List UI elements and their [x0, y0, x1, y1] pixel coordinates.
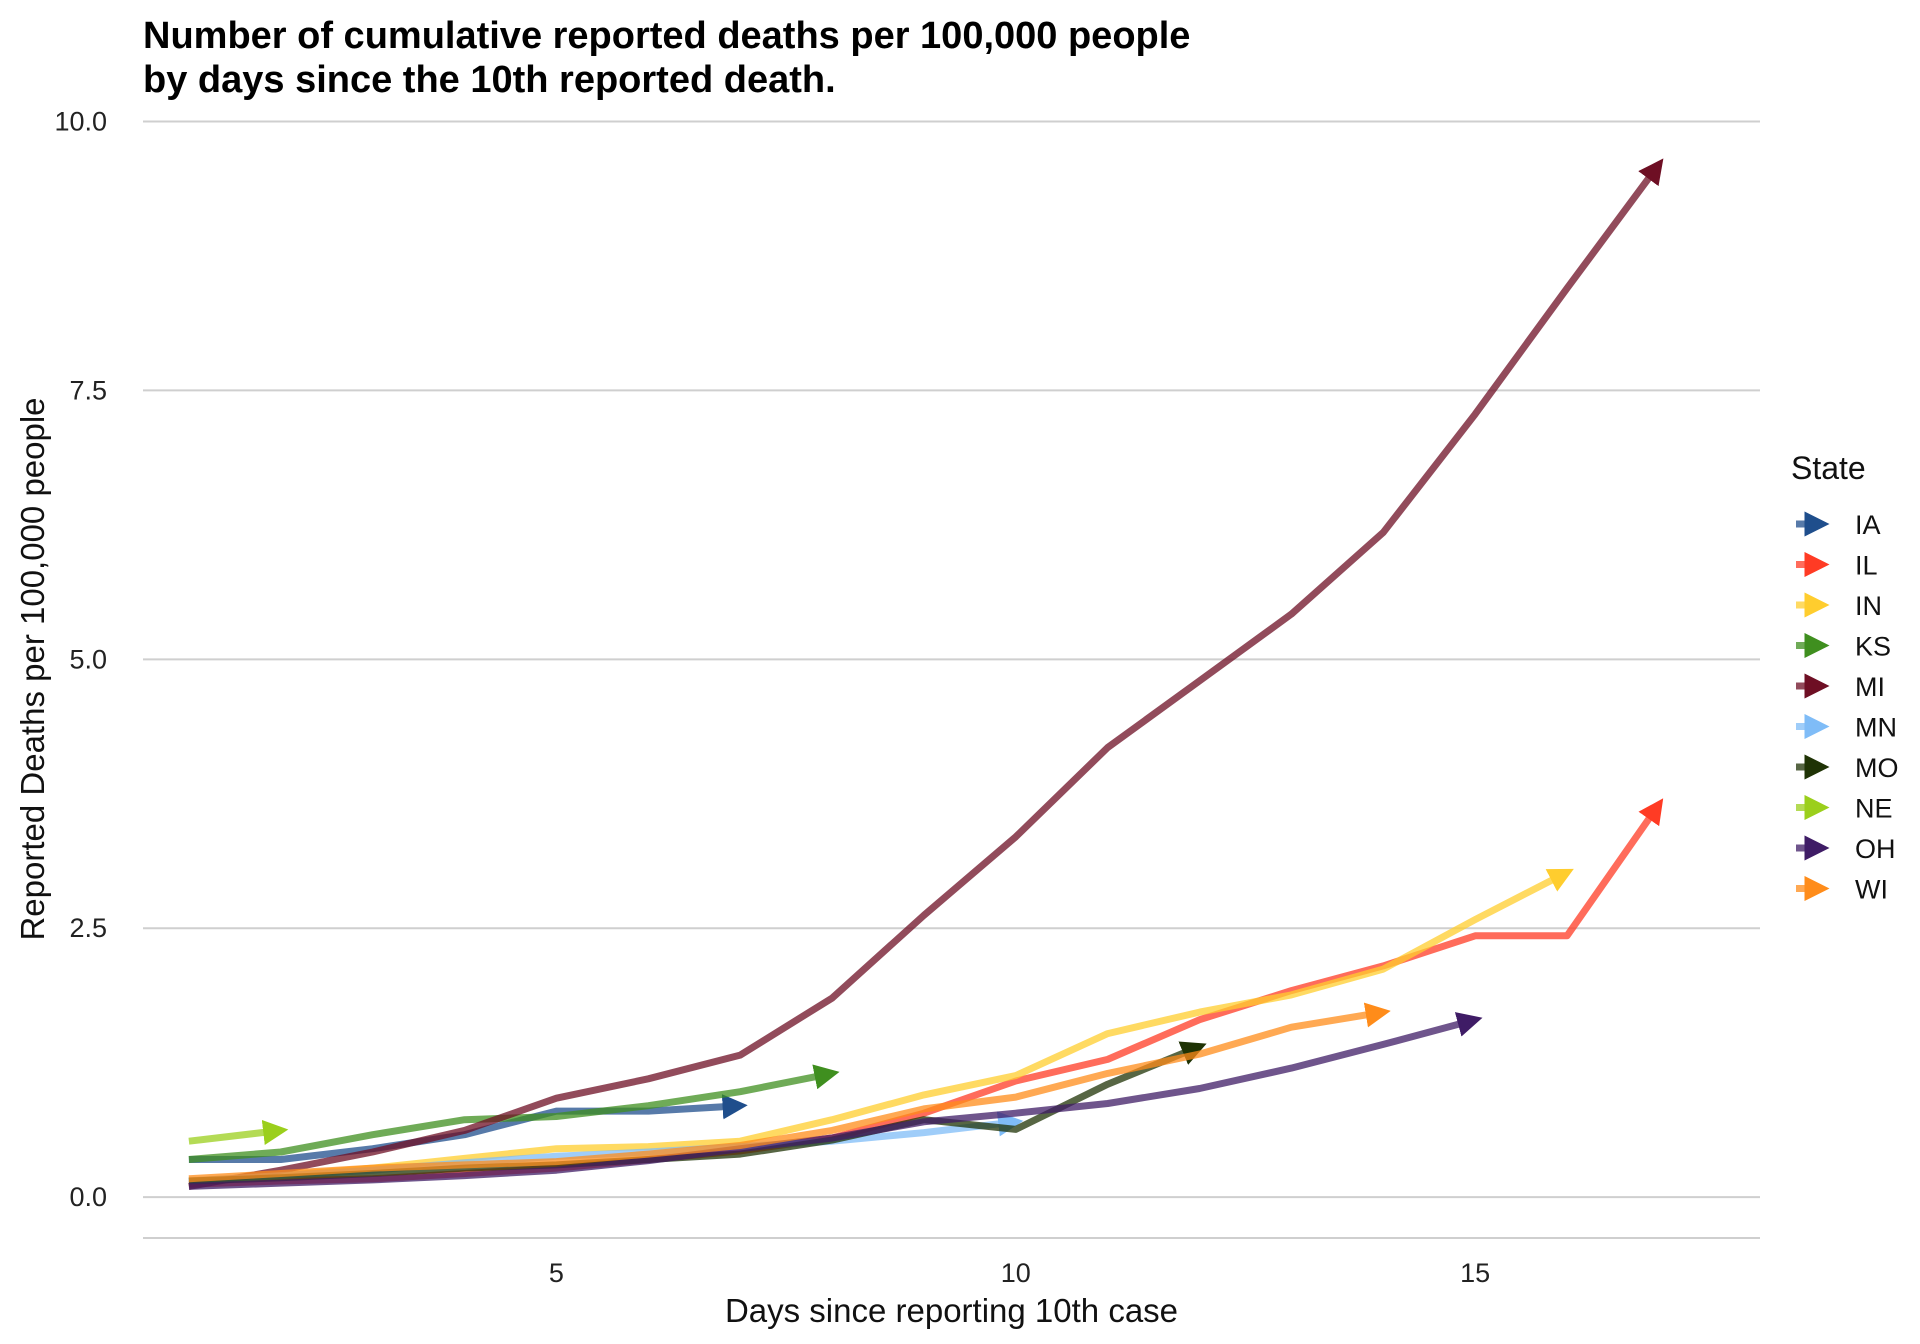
legend-item-oh: OH — [1796, 834, 1896, 864]
series-line-ia — [188, 1094, 748, 1163]
legend-label: NE — [1855, 794, 1893, 824]
chart-title-line-2: by days since the 10th reported death. — [143, 59, 836, 101]
legend-label: IA — [1855, 510, 1881, 540]
legend-label: WI — [1855, 875, 1888, 905]
legend-label: MI — [1855, 672, 1885, 702]
y-tick-label: 2.5 — [69, 913, 107, 943]
legend-item-il: IL — [1796, 551, 1878, 581]
legend-item-mo: MO — [1796, 753, 1899, 783]
x-tick-labels: 5 10 15 — [549, 1258, 1490, 1288]
chart-title-line-1: Number of cumulative reported deaths per… — [143, 15, 1191, 57]
y-tick-label: 7.5 — [69, 375, 107, 405]
y-axis-title: Reported Deaths per 100,000 people — [14, 397, 51, 940]
series-lines — [188, 158, 1664, 1190]
x-tick-label: 15 — [1460, 1258, 1490, 1288]
legend-label: KS — [1855, 632, 1891, 662]
series-line-wi — [188, 1002, 1391, 1183]
chart-title: Number of cumulative reported deaths per… — [143, 14, 1190, 102]
legend-title: State — [1791, 450, 1866, 486]
legend-item-ne: NE — [1796, 794, 1893, 824]
y-tick-label: 5.0 — [69, 644, 107, 674]
legend: State IA IL IN KS MI MN MO NE OH WI — [1791, 450, 1899, 905]
x-tick-label: 5 — [549, 1258, 564, 1288]
legend-label: IN — [1855, 591, 1882, 621]
legend-item-mi: MI — [1796, 672, 1885, 702]
legend-item-ks: KS — [1796, 632, 1891, 662]
legend-label: OH — [1855, 834, 1896, 864]
gridlines — [143, 120, 1760, 1239]
legend-label: IL — [1855, 551, 1878, 581]
x-axis-title: Days since reporting 10th case — [725, 1292, 1178, 1329]
x-tick-label: 10 — [1001, 1258, 1031, 1288]
y-tick-labels: 0.0 2.5 5.0 7.5 10.0 — [54, 107, 107, 1213]
series-line-mi — [188, 158, 1664, 1190]
y-tick-label: 10.0 — [54, 107, 107, 137]
series-line-ne — [188, 1119, 289, 1145]
legend-item-mn: MN — [1796, 713, 1897, 743]
series-line-ks — [188, 1064, 840, 1163]
legend-item-ia: IA — [1796, 510, 1881, 540]
legend-label: MN — [1855, 713, 1897, 743]
series-line-oh — [188, 1012, 1483, 1190]
legend-item-in: IN — [1796, 591, 1882, 621]
legend-item-wi: WI — [1796, 875, 1888, 905]
y-tick-label: 0.0 — [69, 1182, 107, 1212]
legend-label: MO — [1855, 753, 1899, 783]
